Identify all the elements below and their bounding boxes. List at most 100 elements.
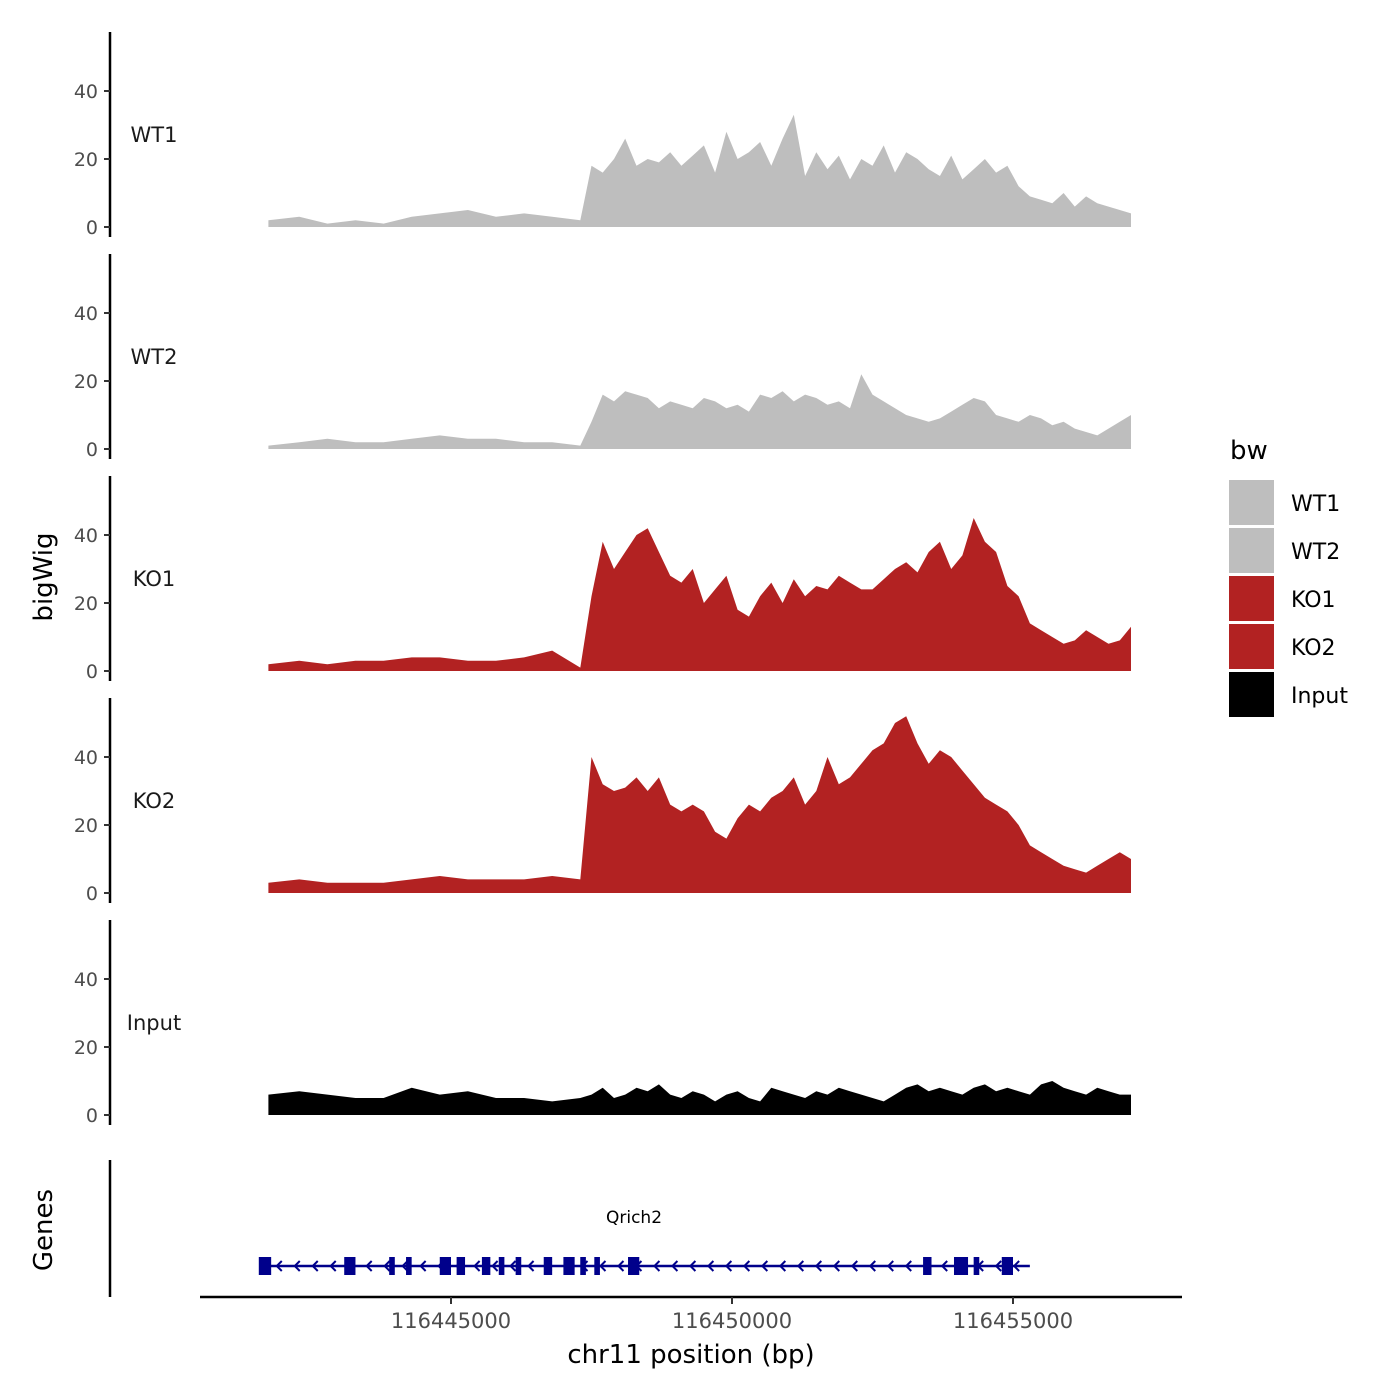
gene-exon: [973, 1257, 980, 1275]
y-tick-label: 20: [74, 593, 98, 615]
gene-exon: [923, 1257, 932, 1275]
track-label: WT2: [131, 345, 178, 369]
legend-label: Input: [1291, 684, 1348, 709]
legend-key-input: [1229, 672, 1274, 717]
strand-arrow: [383, 1260, 391, 1272]
legend-key-wt1: [1229, 480, 1274, 525]
y-tick-label: 40: [74, 525, 98, 547]
gene-exon: [406, 1257, 412, 1275]
strand-arrow: [311, 1260, 319, 1272]
x-tick-label: 116455000: [953, 1309, 1073, 1333]
strand-arrow: [796, 1260, 805, 1272]
y-tick-label: 40: [74, 747, 98, 769]
strand-arrow: [1012, 1260, 1020, 1272]
x-tick-label: 116450000: [672, 1309, 792, 1333]
strand-arrow: [527, 1260, 535, 1272]
gene-exon: [344, 1257, 356, 1275]
strand-arrow: [617, 1260, 625, 1272]
strand-arrow: [419, 1260, 427, 1272]
strand-arrow: [275, 1260, 283, 1272]
track-wt1: 0 20 40 WT1: [74, 32, 1131, 239]
y-tick-label: 40: [74, 303, 98, 325]
gene-name-label: Qrich2: [606, 1208, 662, 1228]
coverage-area-wt2: [268, 374, 1131, 449]
legend-key-wt2: [1229, 528, 1274, 573]
legend-key-ko1: [1229, 576, 1274, 621]
track-input: 0 20 40 Input: [74, 920, 1131, 1127]
track-label: Input: [127, 1011, 181, 1035]
gene-exon: [628, 1257, 640, 1275]
strand-arrow: [688, 1260, 697, 1272]
tracks-area: 0 20 40 WT1 0 20 40 WT2 0 20 40 KO1 0 20 40 KO2 0 20 40 Inp…: [74, 32, 1131, 1127]
gene-exon: [953, 1257, 969, 1275]
y-tick-label: 20: [74, 371, 98, 393]
strand-arrow: [778, 1260, 787, 1272]
strand-arrow: [742, 1260, 751, 1272]
gene-exon: [1001, 1257, 1013, 1275]
gene-exon: [515, 1257, 522, 1275]
strand-arrow: [491, 1260, 499, 1272]
coverage-area-ko2: [268, 716, 1131, 893]
strand-arrow: [832, 1260, 840, 1272]
legend-label: KO2: [1291, 636, 1336, 661]
track-wt2: 0 20 40 WT2: [74, 254, 1131, 461]
gene-exon: [439, 1257, 451, 1275]
legend-title: bw: [1230, 436, 1268, 466]
strand-arrow: [365, 1260, 373, 1272]
strand-arrow: [329, 1260, 337, 1272]
strand-arrow: [886, 1260, 894, 1272]
strand-arrow: [671, 1260, 679, 1272]
strand-arrow: [293, 1260, 301, 1272]
genes-panel: Qrich2: [108, 1160, 1030, 1297]
y-tick-label: 40: [74, 81, 98, 103]
strand-arrow: [473, 1260, 481, 1272]
strand-arrow: [599, 1260, 607, 1272]
strand-arrow: [653, 1260, 661, 1272]
genes-panel-title: Genes: [29, 1189, 59, 1271]
track-ko2: 0 20 40 KO2: [74, 698, 1131, 905]
gene-exon: [481, 1257, 491, 1275]
coverage-area-ko1: [268, 518, 1131, 671]
strand-arrow: [509, 1260, 517, 1272]
track-label: KO1: [133, 567, 176, 591]
gene-exon: [389, 1257, 395, 1275]
y-tick-label: 20: [74, 149, 98, 171]
gene-exon: [580, 1257, 586, 1275]
strand-arrow: [994, 1260, 1002, 1272]
legend-label: KO1: [1291, 588, 1336, 613]
track-label: WT1: [131, 123, 178, 147]
strand-arrow: [706, 1260, 715, 1272]
y-axis-title: bigWig: [29, 532, 59, 621]
legend-key-ko2: [1229, 624, 1274, 669]
gene-exon: [498, 1257, 505, 1275]
legend: bw WT1 WT2 KO1 KO2 Input: [1229, 436, 1348, 717]
legend-label: WT2: [1291, 540, 1340, 565]
gene-exon: [456, 1257, 466, 1275]
coverage-area-wt1: [268, 114, 1131, 227]
y-tick-label: 20: [74, 815, 98, 837]
track-label: KO2: [133, 789, 176, 813]
x-axis-title: chr11 position (bp): [567, 1340, 814, 1370]
coverage-area-input: [268, 1081, 1131, 1115]
x-tick-label: 116445000: [391, 1309, 511, 1333]
strand-arrow: [401, 1260, 409, 1272]
y-tick-label: 40: [74, 969, 98, 991]
x-axis: 116445000 116450000 116455000: [200, 1295, 1182, 1333]
y-tick-label: 0: [86, 217, 98, 239]
strand-arrow: [724, 1260, 733, 1272]
gene-exon: [543, 1257, 553, 1275]
y-tick-label: 20: [74, 1037, 98, 1059]
strand-arrow: [850, 1260, 858, 1272]
legend-label: WT1: [1291, 492, 1340, 517]
strand-arrow: [814, 1260, 823, 1272]
strand-arrow: [760, 1260, 769, 1272]
y-tick-label: 0: [86, 439, 98, 461]
track-ko1: 0 20 40 KO1: [74, 476, 1131, 683]
gene-exon: [563, 1257, 575, 1275]
gene-exon: [258, 1257, 272, 1275]
strand-arrow: [904, 1260, 912, 1272]
gene-exon: [594, 1257, 600, 1275]
y-tick-label: 0: [86, 883, 98, 905]
y-tick-label: 0: [86, 661, 98, 683]
